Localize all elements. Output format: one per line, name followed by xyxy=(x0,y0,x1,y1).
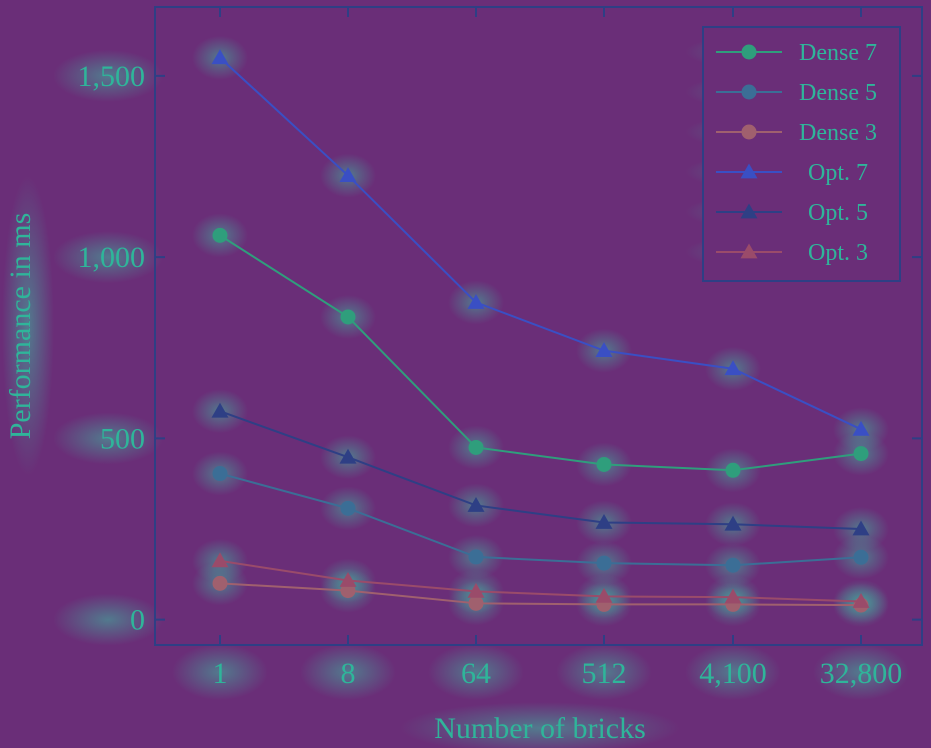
legend-label: Dense 5 xyxy=(799,80,877,106)
x-tick-label: 4,100 xyxy=(699,657,767,690)
data-point xyxy=(468,439,484,455)
legend-entry: Dense 7 xyxy=(716,40,877,66)
data-point xyxy=(468,595,484,611)
legend-marker xyxy=(740,163,758,179)
x-label-glow xyxy=(428,644,524,700)
y-label-glow xyxy=(53,593,163,646)
x-label-glow xyxy=(685,644,781,700)
y-label-glow xyxy=(53,49,163,102)
legend-label: Opt. 7 xyxy=(808,160,868,186)
series-opt-3 xyxy=(211,552,870,608)
series-line xyxy=(219,472,862,567)
legend-marker xyxy=(740,203,758,219)
series-opt-7 xyxy=(211,49,870,436)
data-point xyxy=(852,593,870,608)
data-point xyxy=(340,309,356,325)
series-line xyxy=(219,234,862,472)
axes-layer: 1 8 64 512 4,100 32,800 0 500 1,000 1,500 xyxy=(78,7,922,690)
data-point xyxy=(339,448,357,464)
x-tick-label: 32,800 xyxy=(820,657,903,690)
data-point xyxy=(340,583,356,599)
series-line xyxy=(219,57,862,431)
data-point xyxy=(596,456,612,472)
x-tick-label: 1 xyxy=(213,657,228,690)
legend-entry: Opt. 5 xyxy=(716,200,868,226)
data-point xyxy=(212,575,228,591)
legend-marker xyxy=(741,44,757,60)
data-point xyxy=(853,549,869,565)
legend-marker xyxy=(740,243,758,259)
legend-entry: Dense 5 xyxy=(716,80,877,106)
x-label-glow xyxy=(813,644,909,700)
data-point xyxy=(725,557,741,573)
legend-label: Dense 3 xyxy=(799,120,877,146)
series-line xyxy=(219,410,862,530)
legend-entry: Dense 3 xyxy=(716,120,877,146)
data-point xyxy=(467,293,485,309)
data-point xyxy=(467,496,485,512)
legend-entry: Opt. 7 xyxy=(716,160,868,186)
legend-marker xyxy=(741,124,757,140)
data-point xyxy=(724,515,742,531)
data-point xyxy=(853,446,869,462)
data-point xyxy=(724,360,742,376)
data-point xyxy=(212,466,228,482)
series-layer xyxy=(211,49,870,613)
x-label-glow xyxy=(300,644,396,700)
y-tick-label: 0 xyxy=(130,604,145,637)
data-point xyxy=(468,549,484,565)
x-tick-label: 512 xyxy=(582,657,627,690)
data-point xyxy=(724,588,742,604)
legend-label: Dense 7 xyxy=(799,40,877,66)
legend: Dense 7 Dense 5 Dense 3 Opt. 7 Opt. 5 Opt. 3 xyxy=(702,26,901,282)
x-tick-label: 64 xyxy=(461,657,491,690)
data-point xyxy=(212,227,228,243)
legend-box xyxy=(702,26,901,282)
data-point xyxy=(596,555,612,571)
series-line xyxy=(219,582,862,607)
data-point xyxy=(595,513,613,529)
data-point xyxy=(467,582,485,598)
data-point xyxy=(339,571,357,587)
legend-entry: Opt. 3 xyxy=(716,240,868,266)
data-point xyxy=(339,167,357,182)
series-dense-5 xyxy=(212,466,869,573)
y-label-glow xyxy=(53,231,163,284)
legend-marker xyxy=(741,84,757,100)
x-tick-label: 8 xyxy=(341,657,356,690)
x-label-glow xyxy=(172,644,268,700)
y-title-glow xyxy=(2,176,54,476)
x-axis-title: Number of bricks xyxy=(434,712,646,745)
data-point xyxy=(595,342,613,358)
plot-frame xyxy=(154,6,923,646)
data-point xyxy=(211,402,229,418)
series-opt-5 xyxy=(211,402,870,536)
data-point xyxy=(852,420,870,436)
data-point xyxy=(595,587,613,603)
data-point xyxy=(211,552,229,568)
data-point xyxy=(211,49,229,65)
x-title-glow xyxy=(400,702,680,748)
y-tick-label: 1,000 xyxy=(78,241,146,274)
y-tick-label: 1,500 xyxy=(78,60,146,93)
y-label-glow xyxy=(53,412,163,465)
series-line xyxy=(219,559,862,603)
y-tick-label: 500 xyxy=(100,422,145,455)
data-point xyxy=(852,520,870,536)
y-axis-title: Performance in ms xyxy=(4,213,37,440)
data-point xyxy=(340,500,356,516)
legend-label: Opt. 3 xyxy=(808,240,868,266)
data-point xyxy=(725,462,741,478)
series-dense-7 xyxy=(212,227,869,478)
legend-label: Opt. 5 xyxy=(808,200,868,226)
x-label-glow xyxy=(556,644,652,700)
